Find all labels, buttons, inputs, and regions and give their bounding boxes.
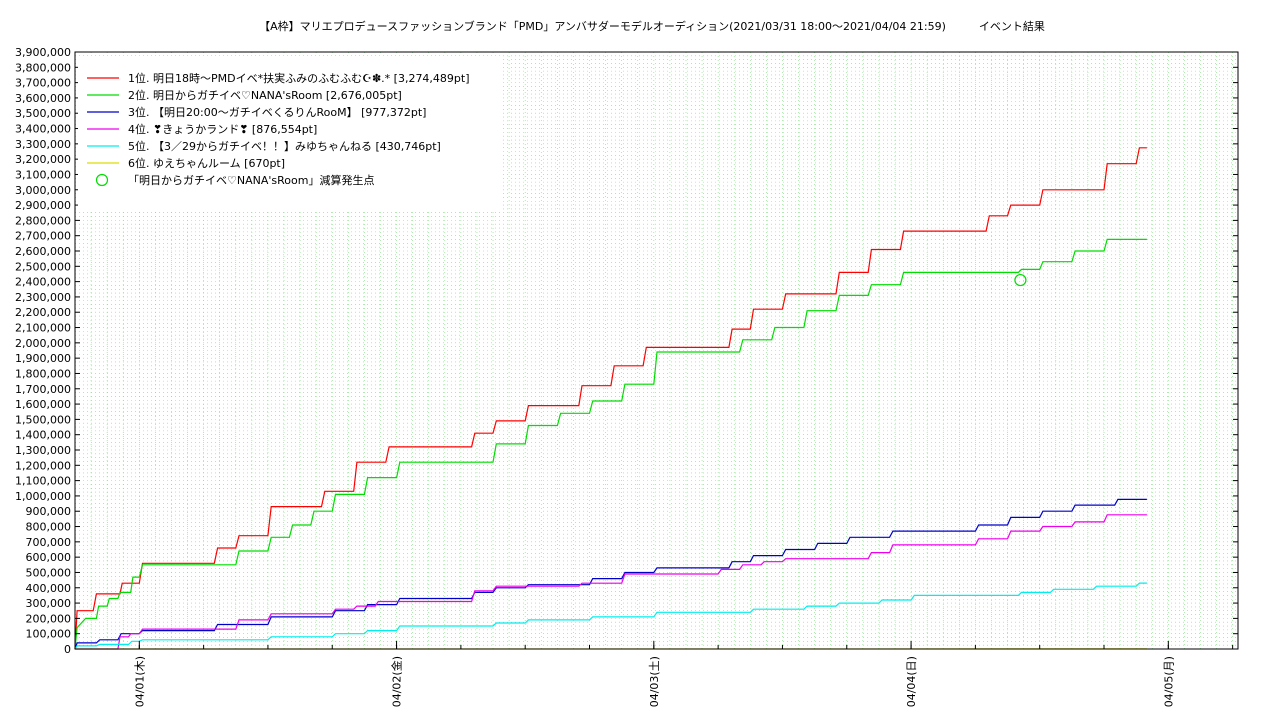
y-tick-label: 2,400,000 [15,276,71,289]
y-tick-label: 1,900,000 [15,352,71,365]
series-layer [74,147,1147,650]
series-line [74,498,1147,650]
y-tick-label: 300,000 [26,597,72,610]
annotation-marker [1014,273,1027,287]
y-tick-label: 2,900,000 [15,199,71,212]
legend-label: 6位. ゆえちゃんルーム [670pt] [128,156,285,170]
y-tick-label: 3,100,000 [15,168,71,181]
y-tick-label: 900,000 [26,505,72,518]
y-tick-label: 1,700,000 [15,383,71,396]
series-line [75,514,1147,650]
y-tick-label: 800,000 [26,521,72,534]
y-tick-label: 3,500,000 [15,107,71,120]
legend-label: 2位. 明日からガチイベ♡NANA'sRoom [2,676,005pt] [128,88,402,102]
series-line [74,238,1147,650]
y-tick-label: 2,700,000 [15,230,71,243]
y-tick-label: 100,000 [26,628,72,641]
y-tick-label: 2,200,000 [15,306,71,319]
legend-label: 3位. 【明日20:00〜ガチイベくるりんRooM】 [977,372pt] [128,105,426,119]
y-tick-label: 3,300,000 [15,138,71,151]
x-tick-label: 04/03(土) [648,656,661,707]
y-tick-label: 3,000,000 [15,184,71,197]
y-tick-label: 2,800,000 [15,214,71,227]
series-line [74,147,1147,650]
y-tick-label: 400,000 [26,582,72,595]
legend-label: 4位. ❣きょうかランド❣ [876,554pt] [128,122,317,136]
y-tick-label: 2,300,000 [15,291,71,304]
x-tick-label: 04/05(月) [1162,656,1175,707]
legend-marker [95,173,109,187]
y-tick-label: 1,100,000 [15,475,71,488]
y-tick-label: 1,400,000 [15,429,71,442]
y-tick-label: 2,100,000 [15,322,71,335]
y-tick-label: 0 [64,643,71,656]
legend-label: 1位. 明日18時〜PMDイベ*扶実ふみのふむふむ☪✽.* [3,274,489… [128,71,470,85]
y-tick-label: 3,900,000 [15,46,71,59]
y-tick-label: 200,000 [26,612,72,625]
y-tick-label: 1,500,000 [15,413,71,426]
y-tick-label: 600,000 [26,551,72,564]
y-tick-label: 700,000 [26,536,72,549]
y-tick-label: 1,800,000 [15,367,71,380]
series-line [74,582,1147,650]
axis-layer: 0 100,000 200,000 300,000 400,000 500,000 600,… [15,46,1238,707]
chart-title: 【A枠】マリエプロデュースファッションブランド「PMD」アンバサダーモデルオーデ… [259,19,1045,33]
x-tick-label: 04/01(木) [133,656,146,707]
legend-label: 5位. 【3／29からガチイベ！！】みゆちゃんねる [430,746pt] [128,139,441,153]
y-tick-label: 2,000,000 [15,337,71,350]
y-tick-label: 1,000,000 [15,490,71,503]
plot-frame [74,51,1239,650]
y-tick-label: 1,300,000 [15,444,71,457]
y-tick-label: 3,400,000 [15,123,71,136]
legend-label: 「明日からガチイベ♡NANA'sRoom」減算発生点 [128,173,374,187]
x-tick-label: 04/04(日) [905,656,918,707]
y-tick-label: 3,600,000 [15,92,71,105]
legend-box [78,56,502,212]
y-tick-label: 3,700,000 [15,77,71,90]
y-tick-label: 1,600,000 [15,398,71,411]
y-tick-label: 1,200,000 [15,459,71,472]
y-tick-label: 500,000 [26,566,72,579]
y-tick-label: 2,600,000 [15,245,71,258]
y-tick-label: 3,800,000 [15,61,71,74]
y-tick-label: 3,200,000 [15,153,71,166]
x-tick-label: 04/02(金) [390,656,404,707]
legend: 1位. 明日18時〜PMDイベ*扶実ふみのふむふむ☪✽.* [3,274,489… [78,56,502,212]
y-tick-label: 2,500,000 [15,260,71,273]
